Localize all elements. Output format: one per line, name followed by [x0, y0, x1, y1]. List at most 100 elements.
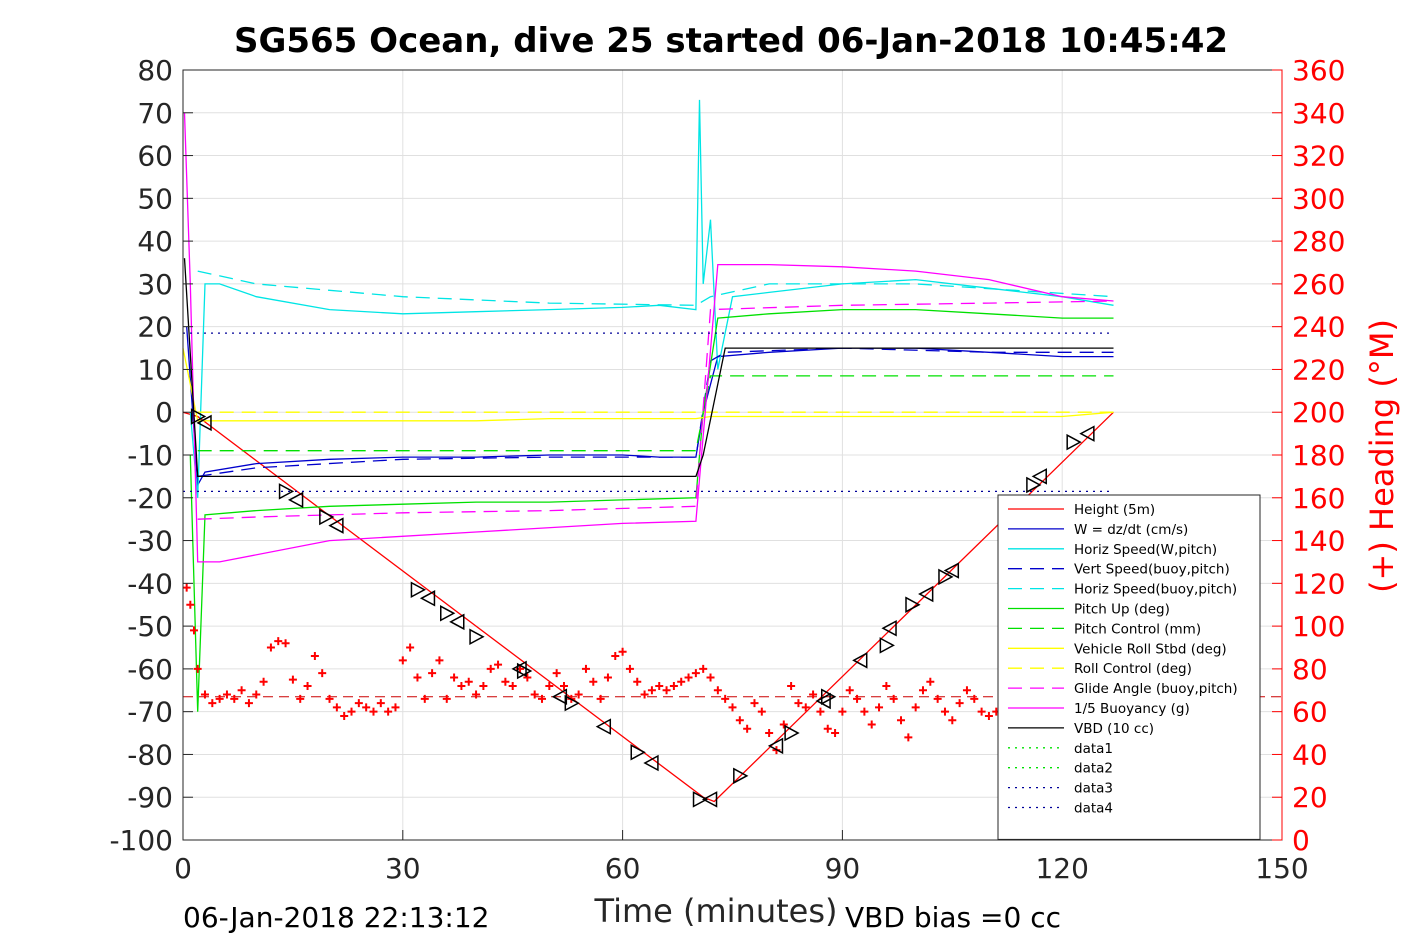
heading-point [413, 673, 422, 682]
right-tick-label: 320 [1292, 140, 1345, 173]
depth-marker [733, 767, 749, 785]
heading-point [376, 699, 385, 708]
depth-marker [595, 718, 612, 735]
heading-point [625, 664, 634, 673]
heading-point [816, 707, 825, 716]
right-tick-label: 200 [1292, 396, 1345, 429]
depth-marker [701, 791, 718, 808]
heading-point [765, 729, 774, 738]
heading-point [494, 660, 503, 669]
y-tick-label: 20 [137, 311, 173, 344]
depth-marker [852, 652, 868, 669]
heading-point [706, 673, 715, 682]
heading-point [779, 720, 788, 729]
heading-point [589, 677, 598, 686]
y-tick-label: 80 [137, 54, 173, 87]
heading-point [508, 682, 517, 690]
heading-point [750, 699, 759, 708]
right-tick-label: 80 [1292, 653, 1328, 686]
heading-point [801, 703, 810, 712]
right-tick-label: 300 [1292, 182, 1345, 215]
heading-point [354, 699, 363, 708]
heading-point [699, 664, 708, 673]
chart-title: SG565 Ocean, dive 25 started 06-Jan-2018… [234, 21, 1228, 61]
heading-point [970, 694, 979, 703]
heading-point [684, 673, 693, 682]
heading-point [853, 694, 862, 703]
x-tick-label: 60 [605, 852, 641, 885]
heading-point [332, 703, 341, 712]
depth-marker [319, 508, 335, 526]
right-tick-label: 240 [1292, 311, 1345, 344]
depth-marker [938, 568, 954, 586]
depth-marker [784, 724, 800, 742]
heading-point [603, 673, 612, 682]
heading-point [222, 690, 231, 699]
depth-marker [815, 692, 831, 710]
y-tick-label: 60 [137, 140, 173, 173]
depth-marker [516, 662, 533, 680]
depth-marker [820, 688, 837, 705]
right-tick-label: 60 [1292, 696, 1328, 729]
heading-point [559, 682, 568, 690]
heading-point [904, 733, 913, 742]
heading-point [845, 686, 854, 695]
heading-point [530, 690, 539, 699]
y-tick-label: 0 [155, 396, 173, 429]
depth-marker [881, 619, 897, 637]
heading-point [230, 694, 239, 703]
heading-point [721, 694, 730, 703]
right-tick-label: 280 [1292, 225, 1345, 258]
heading-point [838, 707, 847, 716]
heading-point [398, 656, 407, 665]
right-tick-label: 180 [1292, 439, 1345, 472]
heading-point [274, 637, 283, 646]
x-tick-label: 90 [825, 852, 861, 885]
heading-point [266, 643, 275, 652]
x-axis-label: Time (minutes) [594, 892, 838, 930]
heading-point [237, 686, 246, 695]
heading-point [882, 682, 891, 690]
right-tick-label: 120 [1292, 567, 1345, 600]
heading-point [596, 694, 605, 703]
heading-point [691, 669, 700, 678]
heading-point [472, 690, 481, 699]
depth-marker [905, 596, 921, 613]
y-tick-label: 30 [137, 268, 173, 301]
y-tick-label: -60 [127, 653, 173, 686]
heading-point [406, 643, 415, 652]
heading-point [435, 656, 444, 665]
depth-marker [879, 637, 895, 654]
footer-timestamp: 06-Jan-2018 22:13:12 [183, 901, 489, 934]
heading-point [208, 699, 217, 708]
heading-point [189, 626, 198, 635]
depth-marker [469, 628, 485, 646]
heading-point [281, 639, 290, 648]
heading-point [501, 677, 510, 686]
depth-marker [564, 694, 580, 712]
heading-point [523, 673, 532, 682]
series-line-11 [183, 258, 1114, 478]
depth-marker [328, 517, 344, 534]
heading-point [918, 686, 927, 695]
heading-point [186, 600, 195, 609]
heading-point [464, 677, 473, 686]
depth-marker [943, 562, 960, 579]
heading-point [545, 682, 554, 690]
depth-marker [419, 590, 436, 607]
y-tick-label: -40 [127, 567, 173, 600]
heading-point [200, 690, 209, 699]
series-line-2 [189, 99, 1114, 498]
heading-point [340, 711, 349, 720]
heading-point [296, 694, 305, 703]
legend-label: Height (5m) [1074, 502, 1155, 518]
heading-point [193, 664, 202, 673]
heading-point [757, 707, 766, 716]
heading-point [809, 690, 818, 699]
y-tick-label: -30 [127, 525, 173, 558]
heading-point [823, 724, 832, 733]
heading-point [347, 707, 356, 716]
heading-point [182, 583, 191, 592]
heading-point [677, 677, 686, 686]
